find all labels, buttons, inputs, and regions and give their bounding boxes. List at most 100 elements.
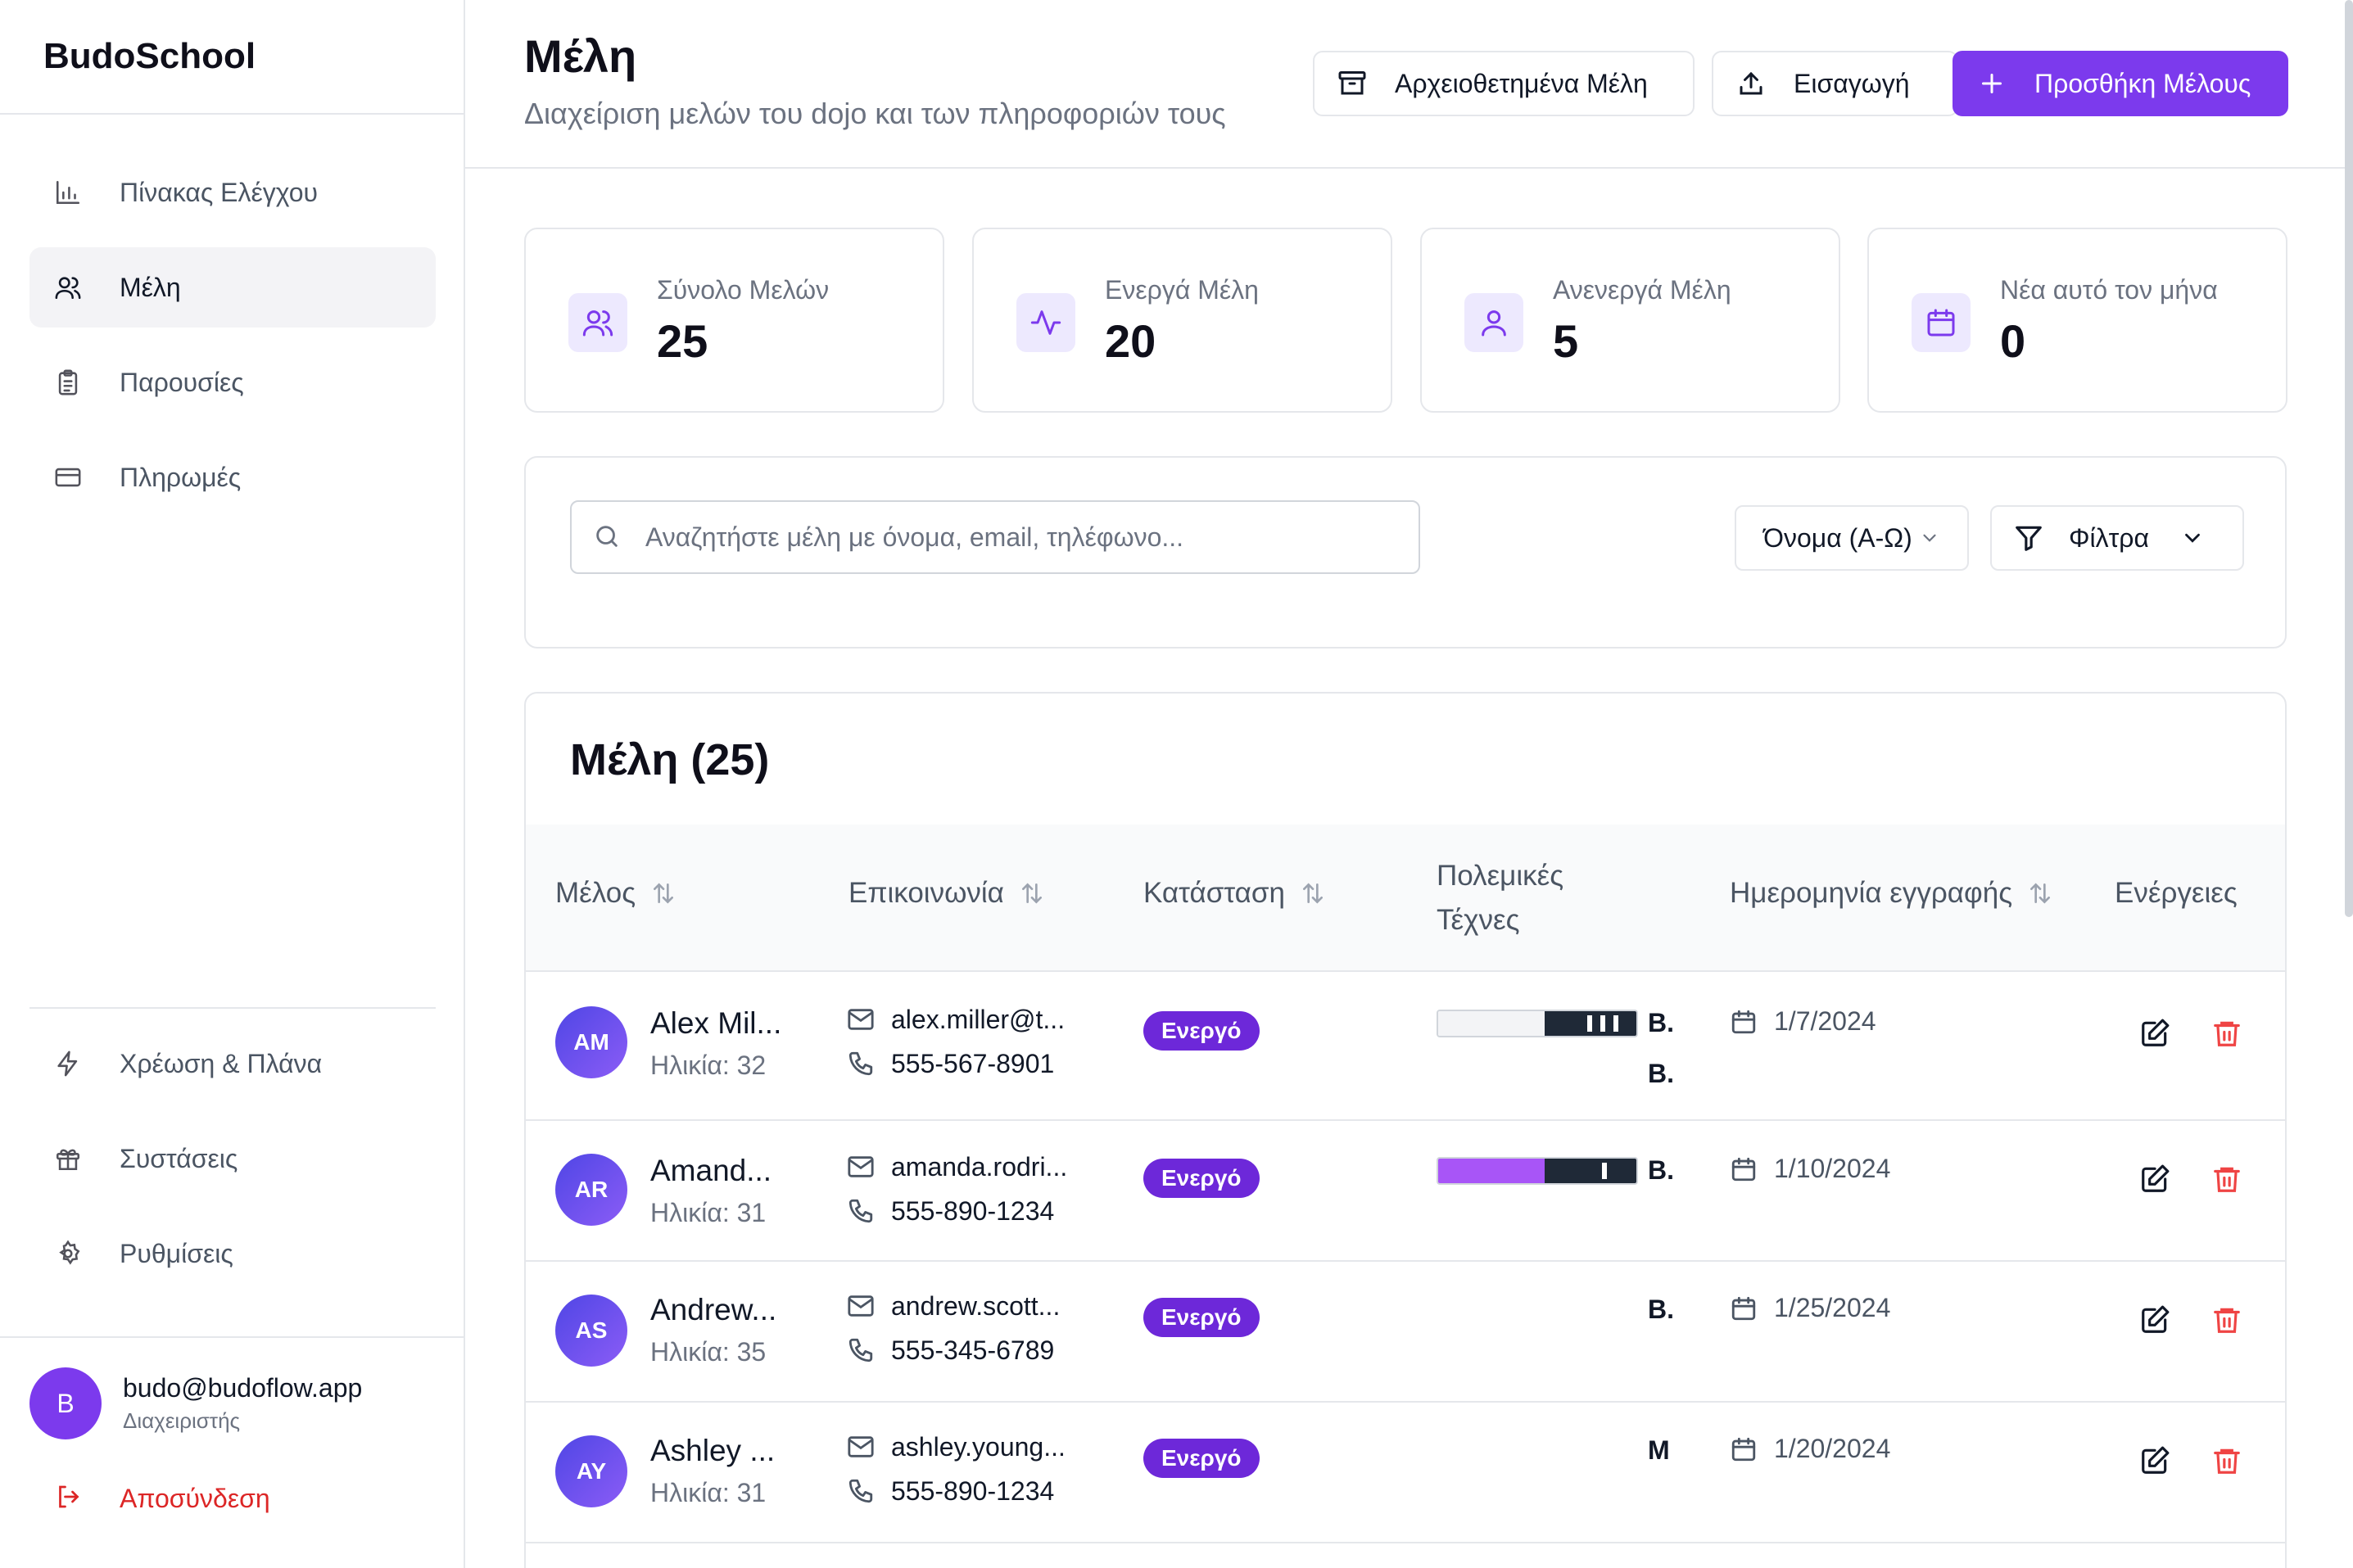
sidebar-item-label: Χρέωση & Πλάνα: [120, 1048, 323, 1078]
sidebar-item-dashboard[interactable]: Πίνακας Ελέγχου: [29, 152, 436, 233]
mail-icon: [847, 1433, 876, 1462]
chevron-down-icon: [1919, 527, 1940, 549]
edit-icon[interactable]: [2139, 1445, 2172, 1478]
archived-members-button[interactable]: Αρχειοθετημένα Μέλη: [1313, 51, 1695, 116]
chevron-down-icon: [2180, 526, 2205, 550]
martial-art-label: Β.: [1648, 1155, 1674, 1185]
calendar-icon: [1912, 293, 1971, 352]
table-row[interactable]: AR Amand... Ηλικία: 31 amanda.rodri... 5…: [526, 1121, 2285, 1262]
stat-label: Νέα αυτό τον μήνα: [2000, 275, 2218, 305]
table-row[interactable]: AY Ashley ... Ηλικία: 31 ashley.young...…: [526, 1403, 2285, 1543]
martial-art-label: Β.: [1648, 1295, 1674, 1324]
sidebar-item-label: Πληρωμές: [120, 462, 242, 492]
clipboard-icon: [51, 365, 85, 400]
trash-icon[interactable]: [2211, 1445, 2244, 1478]
plus-icon: [1977, 69, 2007, 98]
join-date-text: 1/20/2024: [1774, 1434, 1891, 1463]
join-date: 1/10/2024: [1730, 1154, 1890, 1184]
martial-art-label: Μ: [1648, 1435, 1670, 1465]
trash-icon[interactable]: [2211, 1018, 2244, 1051]
column-header-member[interactable]: Μέλος: [555, 877, 676, 910]
sidebar-item-referrals[interactable]: Συστάσεις: [29, 1118, 436, 1199]
stat-card-inactive: Ανενεργά Μέλη 5: [1420, 228, 1840, 413]
member-name[interactable]: Amand...: [650, 1154, 772, 1187]
phone-text: 555-890-1234: [891, 1196, 1055, 1226]
sidebar: BudoSchool Πίνακας Ελέγχου Μέλη Παρουσίε…: [0, 0, 465, 1568]
table-row[interactable]: AS Andrew... Ηλικία: 35 andrew.scott... …: [526, 1262, 2285, 1403]
gear-icon: [51, 1236, 85, 1271]
search-input[interactable]: [645, 522, 1382, 553]
brand-logo: BudoSchool: [0, 0, 464, 115]
edit-icon[interactable]: [2139, 1018, 2172, 1051]
sidebar-item-attendance[interactable]: Παρουσίες: [29, 342, 436, 423]
archive-icon: [1337, 69, 1367, 98]
sidebar-item-settings[interactable]: Ρυθμίσεις: [29, 1213, 436, 1294]
column-header-label: Πολεμικές Τέχνες: [1437, 860, 1564, 936]
member-name[interactable]: Andrew...: [650, 1293, 777, 1326]
logout-label: Αποσύνδεση: [120, 1483, 270, 1513]
table-row[interactable]: AM Alex Mil... Ηλικία: 32 alex.miller@t.…: [526, 974, 2285, 1121]
avatar: AY: [555, 1435, 627, 1507]
sort-select[interactable]: Όνομα (Α-Ω): [1735, 505, 1969, 571]
martial-art-label: Β.: [1648, 1008, 1674, 1037]
member-age: Ηλικία: 31: [650, 1478, 767, 1507]
stat-label: Ανενεργά Μέλη: [1553, 275, 1731, 305]
join-date-text: 1/25/2024: [1774, 1293, 1891, 1322]
logout-button[interactable]: Αποσύνδεση: [29, 1482, 464, 1515]
scrollbar[interactable]: [2345, 0, 2353, 917]
martial-art-label: Β.: [1648, 1059, 1674, 1088]
page-subtitle: Διαχείριση μελών του dojo και των πληροφ…: [524, 97, 1226, 130]
edit-icon[interactable]: [2139, 1304, 2172, 1337]
column-header-joined[interactable]: Ημερομηνία εγγραφής: [1730, 877, 2053, 910]
belt-rank-bar: [1437, 1157, 1638, 1185]
bar-chart-icon: [51, 175, 85, 210]
member-name[interactable]: Alex Mil...: [650, 1006, 782, 1040]
column-header-arts: Πολεμικές Τέχνες: [1437, 854, 1625, 942]
edit-icon[interactable]: [2139, 1164, 2172, 1196]
import-button[interactable]: Εισαγωγή: [1712, 51, 1958, 116]
column-header-label: Επικοινωνία: [848, 877, 1004, 909]
calendar-icon: [1730, 1295, 1758, 1322]
sidebar-item-label: Πίνακας Ελέγχου: [120, 177, 318, 207]
email-text: andrew.scott...: [891, 1291, 1061, 1321]
sidebar-item-payments[interactable]: Πληρωμές: [29, 437, 436, 517]
contact-email: andrew.scott...: [847, 1291, 1060, 1322]
contact-email: amanda.rodri...: [847, 1152, 1067, 1182]
search-field[interactable]: [570, 500, 1420, 574]
sidebar-item-members[interactable]: Μέλη: [29, 247, 436, 328]
page-title: Μέλη: [524, 30, 637, 82]
add-member-button[interactable]: Προσθήκη Μέλους: [1953, 51, 2288, 116]
trash-icon[interactable]: [2211, 1164, 2244, 1196]
stat-value: 25: [657, 315, 708, 367]
column-header-status[interactable]: Κατάσταση: [1143, 877, 1326, 910]
filters-button[interactable]: Φίλτρα: [1990, 505, 2244, 571]
archived-members-label: Αρχειοθετημένα Μέλη: [1395, 68, 1648, 98]
user-role: Διαχειριστής: [123, 1408, 241, 1433]
email-text: amanda.rodri...: [891, 1152, 1068, 1182]
user-profile: B budo@budoflow.app Διαχειριστής Αποσύνδ…: [0, 1336, 464, 1515]
member-name[interactable]: Ashley ...: [650, 1434, 776, 1467]
avatar[interactable]: B: [29, 1367, 102, 1439]
user-email: budo@budoflow.app: [123, 1373, 363, 1403]
member-age: Ηλικία: 32: [650, 1051, 767, 1080]
stat-card-new: Νέα αυτό τον μήνα 0: [1867, 228, 2287, 413]
credit-card-icon: [51, 460, 85, 495]
phone-icon: [847, 1477, 876, 1507]
avatar: AS: [555, 1295, 627, 1367]
sidebar-item-billing[interactable]: Χρέωση & Πλάνα: [29, 1023, 436, 1104]
trash-icon[interactable]: [2211, 1304, 2244, 1337]
filters-label: Φίλτρα: [2069, 522, 2149, 553]
column-header-contact[interactable]: Επικοινωνία: [848, 877, 1045, 910]
sidebar-nav-secondary: Χρέωση & Πλάνα Συστάσεις Ρυθμίσεις: [29, 1023, 436, 1308]
avatar: AR: [555, 1154, 627, 1226]
column-header-actions: Ενέργειες: [2115, 877, 2238, 910]
join-date: 1/20/2024: [1730, 1434, 1890, 1464]
add-member-label: Προσθήκη Μέλους: [2034, 68, 2251, 98]
mail-icon: [847, 1292, 876, 1322]
stat-value: 5: [1553, 315, 1579, 367]
sort-icon: [1019, 880, 1045, 906]
search-icon: [593, 522, 622, 552]
calendar-icon: [1730, 1435, 1758, 1463]
upload-icon: [1736, 69, 1766, 98]
table-header: Μέλος Επικοινωνία Κατάσταση Πολεμικές Τέ…: [526, 825, 2285, 972]
